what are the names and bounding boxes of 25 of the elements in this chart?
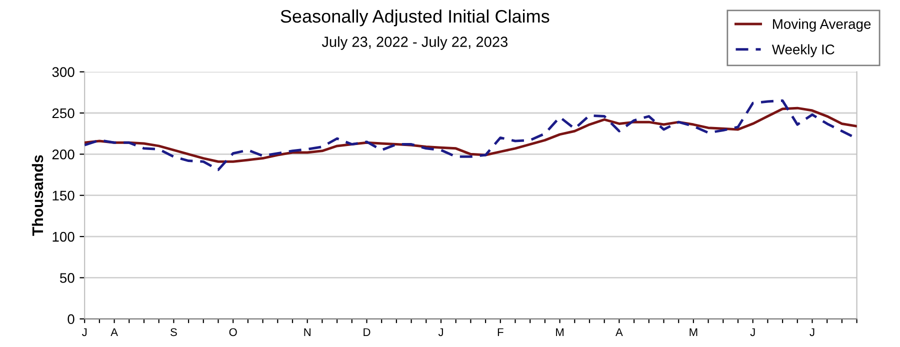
y-tick-label: 150 [52, 190, 74, 201]
y-tick-label: 100 [52, 232, 74, 242]
x-tick-label: A [110, 328, 118, 336]
y-tick-label: 0 [68, 314, 74, 324]
y-axis-title: Thousands [32, 155, 44, 236]
legend-label: Moving Average [773, 18, 871, 32]
y-tick-label: 200 [52, 150, 74, 160]
x-tick-label: F [498, 328, 504, 336]
x-tick-label: J [82, 328, 87, 336]
y-tick-label: 300 [52, 67, 74, 77]
x-tick-label: D [364, 328, 370, 336]
x-tick-label: J [810, 328, 814, 336]
x-tick-label: J [750, 328, 755, 336]
x-tick-label: N [304, 328, 310, 336]
y-tick-label: 250 [52, 108, 74, 118]
x-tick-label: O [229, 328, 237, 336]
chart-title: Seasonally Adjusted Initial Claims [280, 9, 550, 26]
x-tick-label: S [170, 328, 177, 336]
x-tick-label: A [616, 328, 623, 336]
y-tick-label: 50 [60, 273, 74, 283]
legend-label: Weekly IC [772, 44, 834, 58]
chart-subtitle: July 23, 2022 - July 22, 2023 [322, 36, 508, 50]
x-tick-label: J [438, 328, 443, 336]
x-tick-label: M [556, 328, 564, 336]
x-tick-label: M [690, 328, 698, 336]
